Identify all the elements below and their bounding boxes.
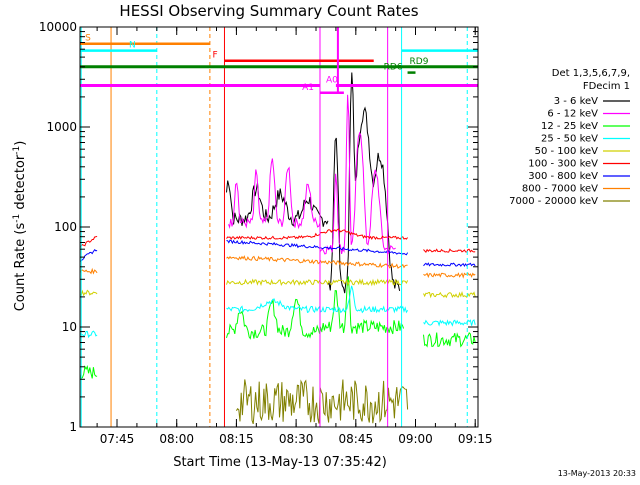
series-7-segment-3 [423,262,476,268]
y-tick-label-3: 100 [54,220,77,234]
series-line-5 [80,278,476,299]
series-line-8 [80,255,476,279]
series-5-segment-1 [80,289,98,297]
series-6-segment-2 [226,228,409,240]
legend-label-5: 50 - 100 keV [535,146,599,157]
series-5-segment-2 [226,278,409,287]
series-4-segment-1 [80,330,98,339]
axis-layer: 07:45 08:00 08:15 08:30 08:45 09:00 09:15 1 10 10… [39,20,493,446]
y-axis-label-sup2: -1 [12,146,22,155]
series-line-2 [228,94,396,255]
series-2-segment-1 [228,158,321,230]
series-4-segment-2 [226,285,409,314]
legend-label-9: 7000 - 20000 keV [509,196,598,207]
legend-label-7: 300 - 800 keV [528,171,598,182]
legend-label-8: 800 - 7000 keV [522,184,598,195]
legend-label-4: 25 - 50 keV [541,134,598,145]
series-line-4 [80,285,476,339]
series-3-segment-3 [321,276,405,335]
y-tick-label-4: 1000 [46,120,77,134]
series-6-segment-1 [80,235,98,249]
series-line-7 [80,239,476,268]
series-3-segment-2 [226,298,323,340]
series-6-segment-3 [423,248,476,253]
flag-label-rd9: RD9 [410,57,429,67]
y-tick-label-5: 10000 [39,20,77,34]
legend-label-6: 100 - 300 keV [528,159,598,170]
x-tick-label-3: 08:15 [219,432,254,446]
series-9-segment-1 [235,379,409,425]
x-axis-label: Start Time (13-May-13 07:35:42) [173,455,387,470]
flag-label-s: S [85,34,91,44]
series-8-segment-3 [423,272,476,279]
flag-label-n: N [129,41,136,51]
legend-header-1: Det 1,3,5,6,7,9, [552,68,630,79]
chart-title: HESSI Observing Summary Count Rates [119,2,418,20]
series-4-segment-3 [423,319,476,327]
series-7-segment-1 [80,248,98,263]
x-tick-label-1: 07:45 [100,432,135,446]
series-line-6 [80,228,476,253]
legend-layer: Det 1,3,5,6,7,9, FDecim 1 3 - 6 keV 6 - 12 … [509,68,630,207]
series-8-segment-2 [226,255,408,269]
series-3-segment-1 [80,365,98,380]
x-tick-label-7: 09:15 [458,432,493,446]
y-tick-label-2: 10 [62,320,77,334]
flag-label-a1: A1 [302,83,314,93]
legend-label-3: 12 - 25 keV [541,121,598,132]
y-axis-label-main: Count Rate (s [13,223,28,312]
legend-label-2: 6 - 12 keV [547,109,598,120]
flag-label-f: F [213,51,218,61]
x-tick-label-4: 08:30 [279,432,314,446]
legend-label-1: 3 - 6 keV [554,96,598,107]
footer-date: 13-May-2013 20:33 [558,469,636,478]
flag-label-a0: A0 [326,76,338,86]
x-tick-label-2: 08:00 [159,432,194,446]
series-7-segment-2 [226,239,409,256]
series-3-segment-4 [423,332,476,348]
x-tick-label-5: 08:45 [339,432,374,446]
series-2-segment-2 [319,94,396,255]
plot-layer: S N F RD9 RD6 A0 A1 [80,27,478,427]
y-axis-label: Count Rate (s-1 detector-1) [12,141,28,312]
series-8-segment-1 [80,267,98,275]
flag-label-rd6: RD6 [384,63,403,73]
x-tick-label-6: 09:00 [398,432,433,446]
legend-header-2: FDecim 1 [583,81,630,92]
y-axis-label-tail: detector [13,154,28,214]
series-5-segment-3 [423,290,476,299]
y-axis-label-end: ) [13,141,28,146]
y-tick-label-1: 1 [69,420,77,434]
y-axis-label-sup: -1 [12,214,22,223]
series-line-9 [235,379,409,425]
series-line-3 [80,276,476,380]
